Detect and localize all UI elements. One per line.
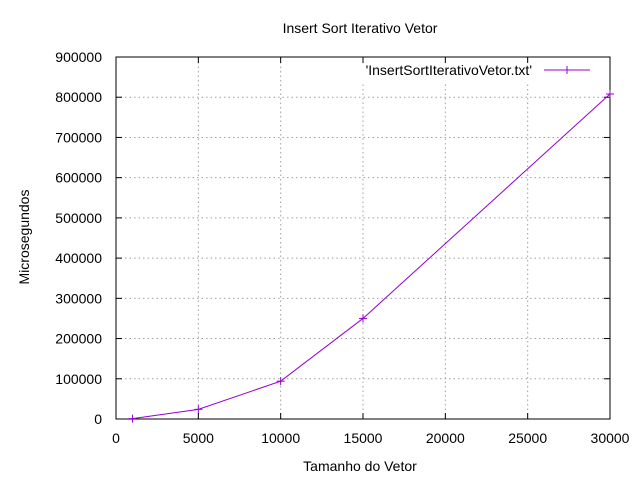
x-tick-label: 25000: [508, 430, 547, 446]
x-tick-label: 30000: [591, 430, 630, 446]
x-axis-title: Tamanho do Vetor: [303, 458, 417, 474]
y-tick-label: 800000: [55, 89, 102, 105]
data-point-marker: [276, 377, 285, 386]
data-point-marker: [606, 90, 614, 99]
y-tick-label: 600000: [55, 170, 102, 186]
x-tick-label: 15000: [344, 430, 383, 446]
legend-series-label: 'InsertSortIterativoVetor.txt': [366, 62, 532, 78]
legend: 'InsertSortIterativoVetor.txt': [366, 62, 590, 78]
x-tick-label: 5000: [183, 430, 214, 446]
data-point-marker: [194, 405, 203, 414]
chart-title: Insert Sort Iterativo Vetor: [283, 20, 438, 36]
grid: [116, 57, 610, 419]
data-point-marker: [128, 414, 137, 423]
y-tick-label: 0: [94, 411, 102, 427]
series-group: [128, 90, 614, 423]
x-tick-label: 20000: [426, 430, 465, 446]
y-tick-label: 300000: [55, 290, 102, 306]
series-line: [132, 93, 611, 420]
y-tick-label: 900000: [55, 49, 102, 65]
tick-labels: 0 5000 10000 15000 20000 25000 300000100000200…: [55, 49, 629, 446]
y-tick-label: 700000: [55, 129, 102, 145]
data-point-marker: [359, 314, 367, 323]
y-tick-label: 200000: [55, 331, 102, 347]
x-tick-label: 0: [112, 430, 120, 446]
y-tick-label: 100000: [55, 371, 102, 387]
y-tick-label: 500000: [55, 210, 102, 226]
legend-marker: [563, 66, 571, 74]
x-tick-label: 10000: [261, 430, 300, 446]
y-axis-title: Microsegundos: [16, 190, 32, 285]
y-tick-label: 400000: [55, 250, 102, 266]
